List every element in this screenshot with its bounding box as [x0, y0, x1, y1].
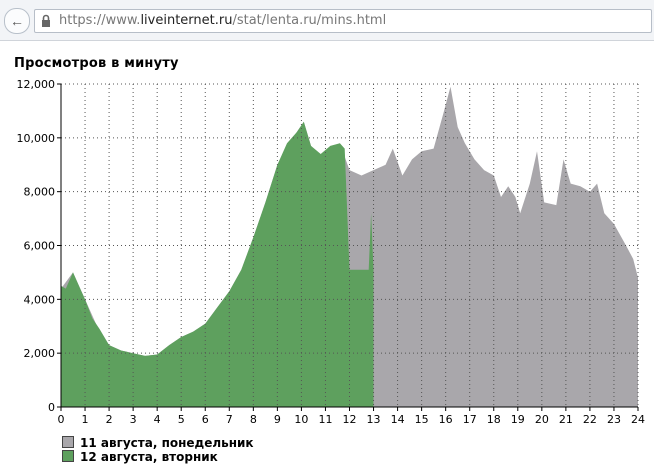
y-tick-label: 6,000: [24, 240, 56, 253]
x-tick-label: 16: [439, 413, 453, 426]
x-tick-label: 9: [274, 413, 281, 426]
y-tick-label: 2,000: [24, 347, 56, 360]
x-tick-label: 7: [226, 413, 233, 426]
x-tick-label: 14: [391, 413, 405, 426]
page-title: Просмотров в минуту: [14, 56, 179, 71]
x-tick-label: 18: [487, 413, 501, 426]
url-scheme: https://www.: [59, 13, 141, 28]
x-tick-label: 0: [58, 413, 65, 426]
x-tick-label: 17: [463, 413, 477, 426]
x-tick-label: 23: [607, 413, 621, 426]
series-area-1: [61, 121, 374, 407]
url-host: liveinternet.ru: [140, 13, 233, 28]
url-text: https://www.liveinternet.ru/stat/lenta.r…: [59, 13, 386, 28]
x-tick-label: 2: [106, 413, 113, 426]
x-tick-label: 24: [631, 413, 645, 426]
x-tick-label: 1: [82, 413, 89, 426]
back-arrow-icon[interactable]: ←: [4, 8, 30, 34]
x-tick-label: 4: [154, 413, 161, 426]
legend-swatch-monday: [62, 436, 74, 448]
x-tick-label: 10: [294, 413, 308, 426]
y-tick-label: 0: [48, 401, 55, 414]
y-tick-label: 10,000: [17, 132, 56, 145]
x-tick-label: 22: [583, 413, 597, 426]
x-tick-label: 19: [511, 413, 525, 426]
x-tick-label: 21: [559, 413, 573, 426]
legend-label-tuesday: 12 августа, вторник: [80, 450, 218, 464]
legend-swatch-tuesday: [62, 450, 74, 462]
y-tick-label: 8,000: [24, 186, 56, 199]
browser-address-bar: ← https://www.liveinternet.ru/stat/lenta…: [0, 0, 654, 41]
y-tick-label: 12,000: [17, 78, 56, 91]
x-tick-label: 15: [415, 413, 429, 426]
x-tick-label: 8: [250, 413, 257, 426]
url-path: /stat/lenta.ru/mins.html: [232, 13, 387, 28]
lock-icon: [42, 14, 50, 27]
legend-item-tuesday: 12 августа, вторник: [62, 450, 218, 464]
y-tick-label: 4,000: [24, 293, 56, 306]
url-field[interactable]: https://www.liveinternet.ru/stat/lenta.r…: [34, 9, 652, 33]
x-tick-label: 13: [367, 413, 381, 426]
legend-item-monday: 11 августа, понедельник: [62, 436, 254, 450]
x-tick-label: 11: [318, 413, 332, 426]
legend-label-monday: 11 августа, понедельник: [80, 436, 254, 450]
x-tick-label: 3: [130, 413, 137, 426]
x-tick-label: 12: [343, 413, 357, 426]
x-tick-label: 20: [535, 413, 549, 426]
x-tick-label: 6: [202, 413, 209, 426]
x-tick-label: 5: [178, 413, 185, 426]
